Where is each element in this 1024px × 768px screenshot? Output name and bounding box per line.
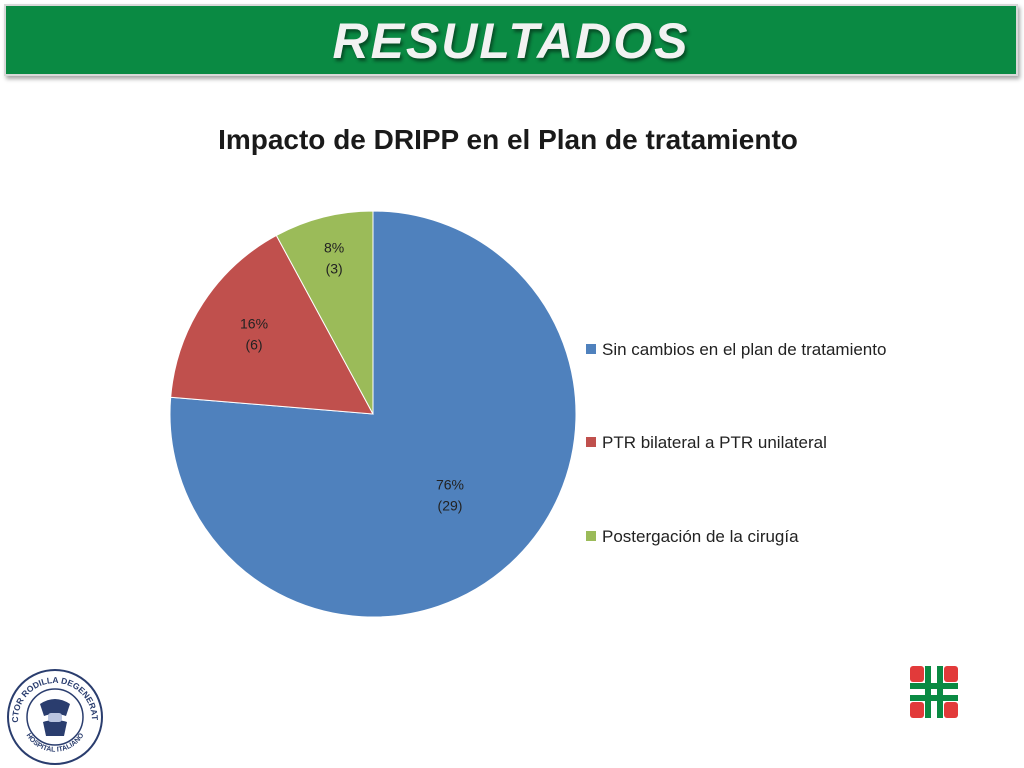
sector-rodilla-logo: SECTOR RODILLA DEGENERATIVA HOSPITAL ITA… [4, 668, 103, 765]
slice-data-label: 16% (6) [240, 315, 268, 352]
legend-swatch [586, 531, 596, 541]
legend-label: Sin cambios en el plan de tratamiento [602, 340, 887, 359]
header-banner: RESULTADOS [4, 4, 1018, 76]
legend-item-postergacion: Postergación de la cirugía [586, 527, 799, 547]
pie-slice [275, 210, 374, 415]
legend-swatch [586, 344, 596, 354]
legend-label: PTR bilateral a PTR unilateral [602, 433, 827, 452]
pie-slice [170, 234, 374, 415]
chart-title: Impacto de DRIPP en el Plan de tratamien… [218, 124, 798, 155]
legend-swatch [586, 437, 596, 447]
slice-data-label: 8% (3) [324, 240, 344, 277]
legend-item-ptr-bilateral: PTR bilateral a PTR unilateral [586, 433, 827, 453]
hospital-cross-logo [910, 666, 958, 718]
legend-label: Postergación de la cirugía [602, 527, 799, 546]
legend-item-sin-cambios: Sin cambios en el plan de tratamiento [586, 340, 886, 360]
page-title: RESULTADOS [332, 13, 690, 69]
slice-data-label: 76% (29) [436, 477, 464, 514]
